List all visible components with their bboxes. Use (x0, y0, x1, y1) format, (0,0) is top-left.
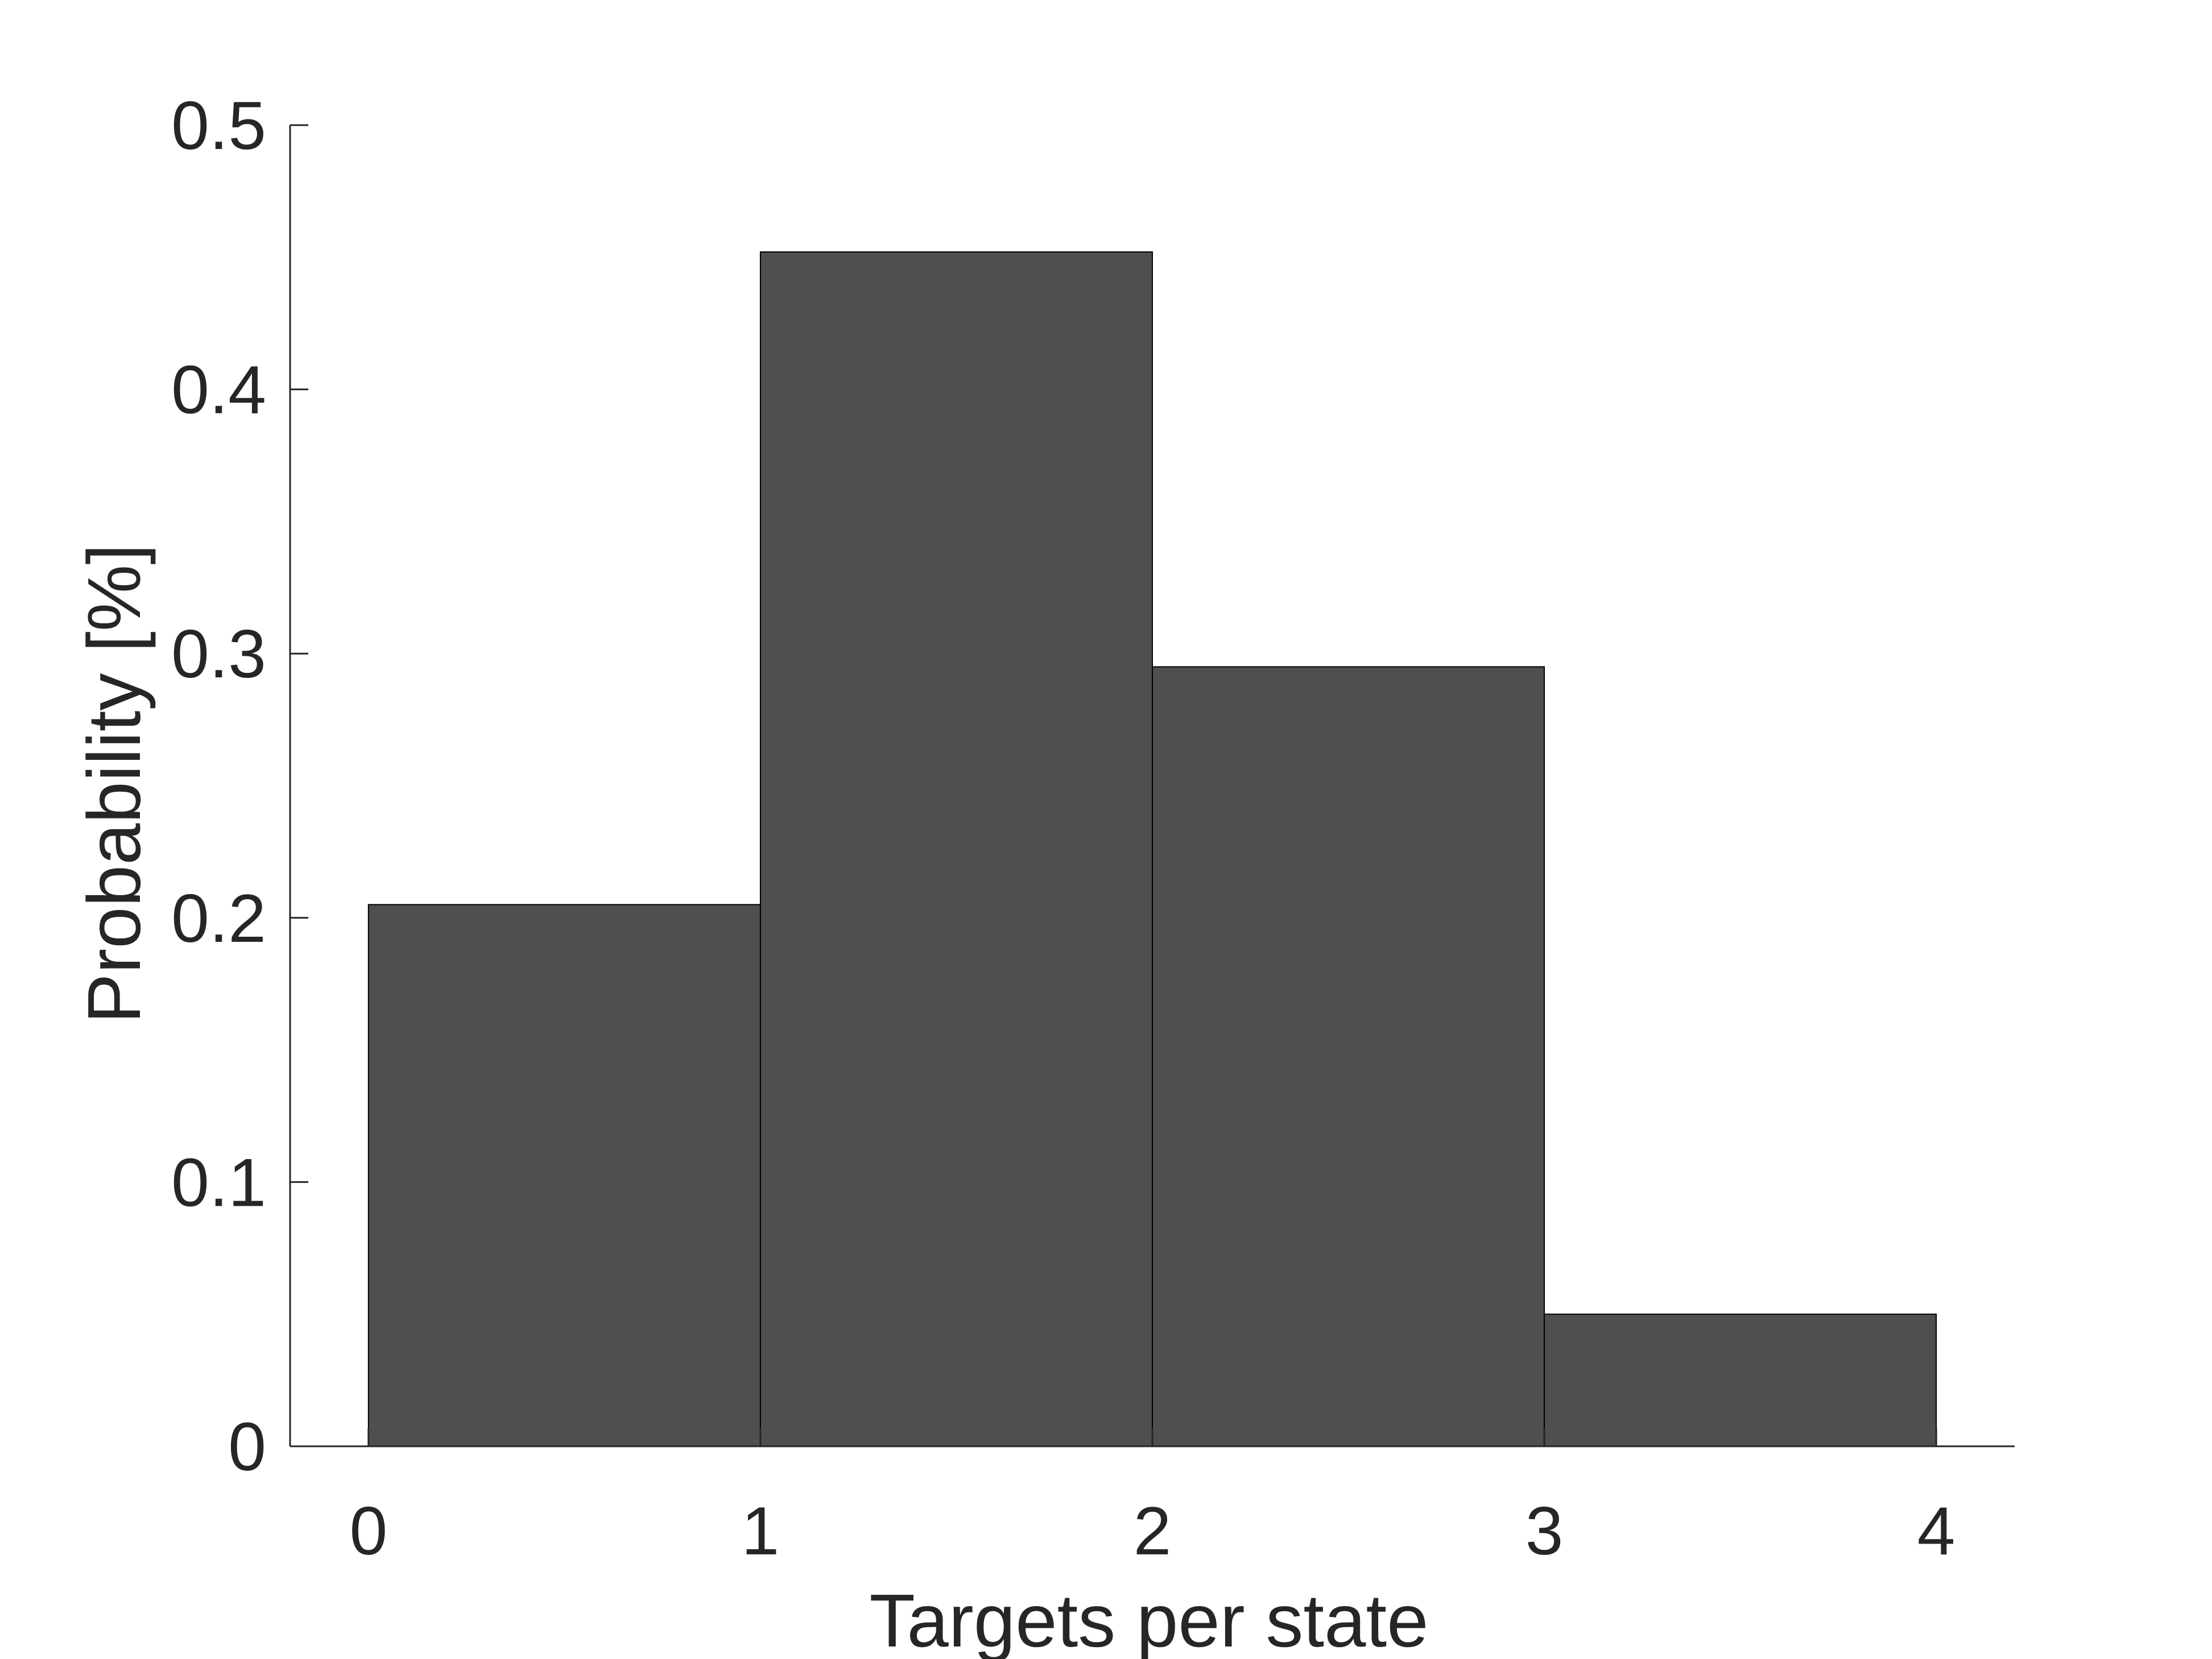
histogram-bar-3 (1544, 1313, 1937, 1447)
y-tick-label: 0.2 (171, 880, 266, 957)
x-tick-label: 1 (742, 1493, 780, 1569)
bars-layer (367, 251, 1937, 1447)
x-tick-label: 3 (1525, 1493, 1564, 1569)
y-tick-label: 0.4 (171, 352, 266, 428)
y-tick-label: 0.5 (171, 88, 266, 164)
histogram-bar-0 (367, 904, 761, 1447)
histogram-bar-1 (759, 251, 1153, 1447)
x-tick-label: 2 (1134, 1493, 1172, 1569)
x-tick-label: 4 (1917, 1493, 1955, 1569)
y-axis-label: Probability [%] (72, 544, 156, 1024)
y-tick-label: 0.1 (171, 1144, 266, 1221)
histogram-bar-2 (1152, 666, 1545, 1447)
ticks-layer: 0 0.1 0.2 0.3 0.4 0.5 0 1 2 3 4 (171, 88, 1955, 1569)
x-tick-label: 0 (349, 1493, 387, 1569)
y-tick-label: 0.3 (171, 616, 266, 692)
y-tick-label: 0 (228, 1409, 266, 1485)
x-axis-label: Targets per state (869, 1579, 1428, 1659)
